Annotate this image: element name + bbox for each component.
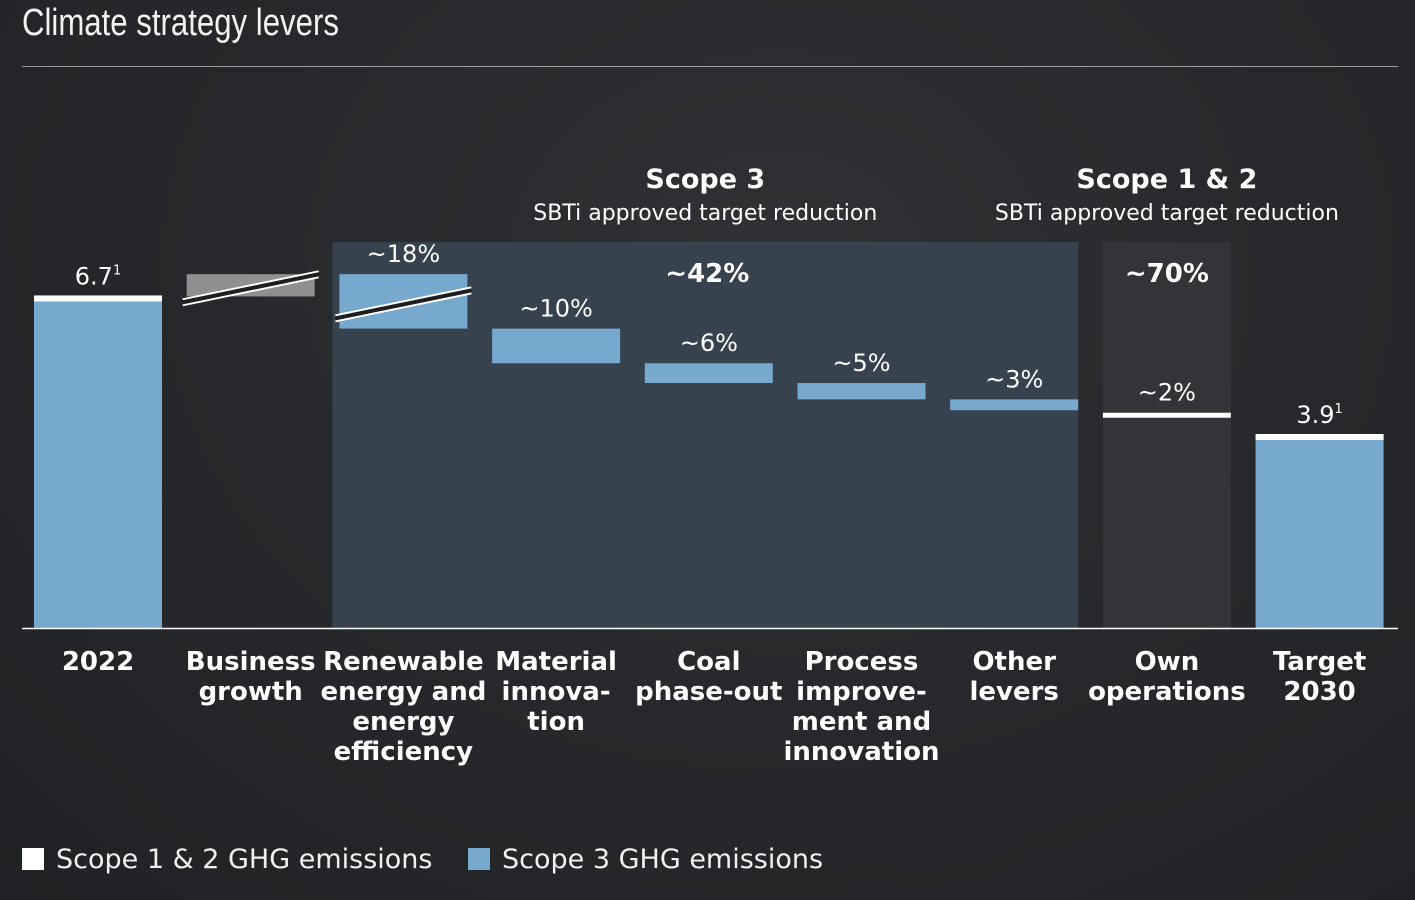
category-label-8-line-1: 2030 (1283, 677, 1355, 707)
legend-item-scope12: Scope 1 & 2 GHG emissions (22, 842, 432, 876)
value-label-5: ~5% (832, 349, 890, 377)
category-label-5-line-1: improve- (796, 677, 927, 707)
bar-6 (950, 399, 1079, 411)
bar-0 (34, 296, 162, 628)
value-label-8: 3.91 (1296, 401, 1342, 429)
break-mark-upper-2 (335, 286, 472, 317)
break-mark-upper-1 (182, 270, 319, 301)
title-divider (22, 66, 1398, 67)
category-label-7-line-1: operations (1088, 677, 1246, 707)
legend-label-scope3: Scope 3 GHG emissions (502, 843, 824, 875)
value-label-7: ~2% (1138, 379, 1196, 407)
category-label-6-line-1: levers (969, 677, 1058, 707)
category-label-3-line-2: tion (527, 707, 585, 737)
category-label-5-line-3: innovation (784, 737, 940, 767)
value-label-6: ~3% (985, 365, 1043, 393)
category-label-4-line-1: phase-out (635, 677, 782, 707)
page-title: Climate strategy levers (22, 2, 339, 44)
value-label-4: ~6% (680, 329, 738, 357)
category-label-8-line-0: Target (1273, 647, 1366, 677)
group-subtitle-scope3: SBTi approved target reduction (533, 201, 877, 226)
category-label-1-line-0: Business (186, 647, 316, 677)
category-label-3-line-0: Material (495, 647, 617, 677)
group-panel-scope12 (1102, 242, 1231, 628)
bar-8 (1255, 435, 1384, 628)
value-label-3: ~10% (519, 295, 592, 323)
category-label-2-line-2: energy (352, 707, 454, 737)
category-label-6-line-0: Other (972, 647, 1056, 677)
legend-item-scope3: Scope 3 GHG emissions (468, 842, 823, 876)
category-label-2-line-0: Renewable (323, 647, 484, 677)
bar-7 (1102, 412, 1231, 418)
break-mark-lower-2 (335, 292, 472, 323)
group-title-scope12: Scope 1 & 2 (1076, 164, 1257, 195)
bar-4 (644, 363, 773, 384)
group-title-scope3: Scope 3 (645, 164, 765, 195)
category-label-3-line-1: innova- (502, 677, 611, 707)
group-reduction-scope12: ~70% (1125, 259, 1209, 289)
legend-swatch-scope3 (468, 848, 490, 870)
waterfall-chart: Scope 3 SBTi approved target reduction ~42… (34, 164, 1384, 767)
value-label-0: 6.71 (75, 262, 121, 290)
category-label-7-line-0: Own (1135, 647, 1200, 677)
category-label-5-line-2: ment and (792, 707, 931, 737)
category-label-5-line-0: Process (805, 647, 919, 677)
bar-3 (492, 328, 621, 364)
category-label-0-line-0: 2022 (62, 647, 134, 677)
bar-5 (797, 383, 926, 400)
value-label-2: ~18% (367, 240, 440, 268)
group-subtitle-scope12: SBTi approved target reduction (995, 201, 1339, 226)
category-label-1-line-1: growth (199, 677, 303, 707)
category-label-2-line-1: energy and (320, 677, 486, 707)
break-gap-1 (182, 272, 319, 305)
break-mark-lower-1 (182, 276, 319, 307)
legend-swatch-scope12 (22, 848, 44, 870)
group-reduction-scope3: ~42% (665, 259, 749, 289)
category-label-2-line-3: efficiency (334, 737, 474, 767)
bar-scope12-cap-0 (34, 295, 162, 302)
category-label-4-line-0: Coal (677, 647, 740, 677)
break-gap-2 (335, 288, 472, 321)
legend-label-scope12: Scope 1 & 2 GHG emissions (56, 843, 433, 875)
bar-scope12-cap-8 (1255, 434, 1384, 440)
